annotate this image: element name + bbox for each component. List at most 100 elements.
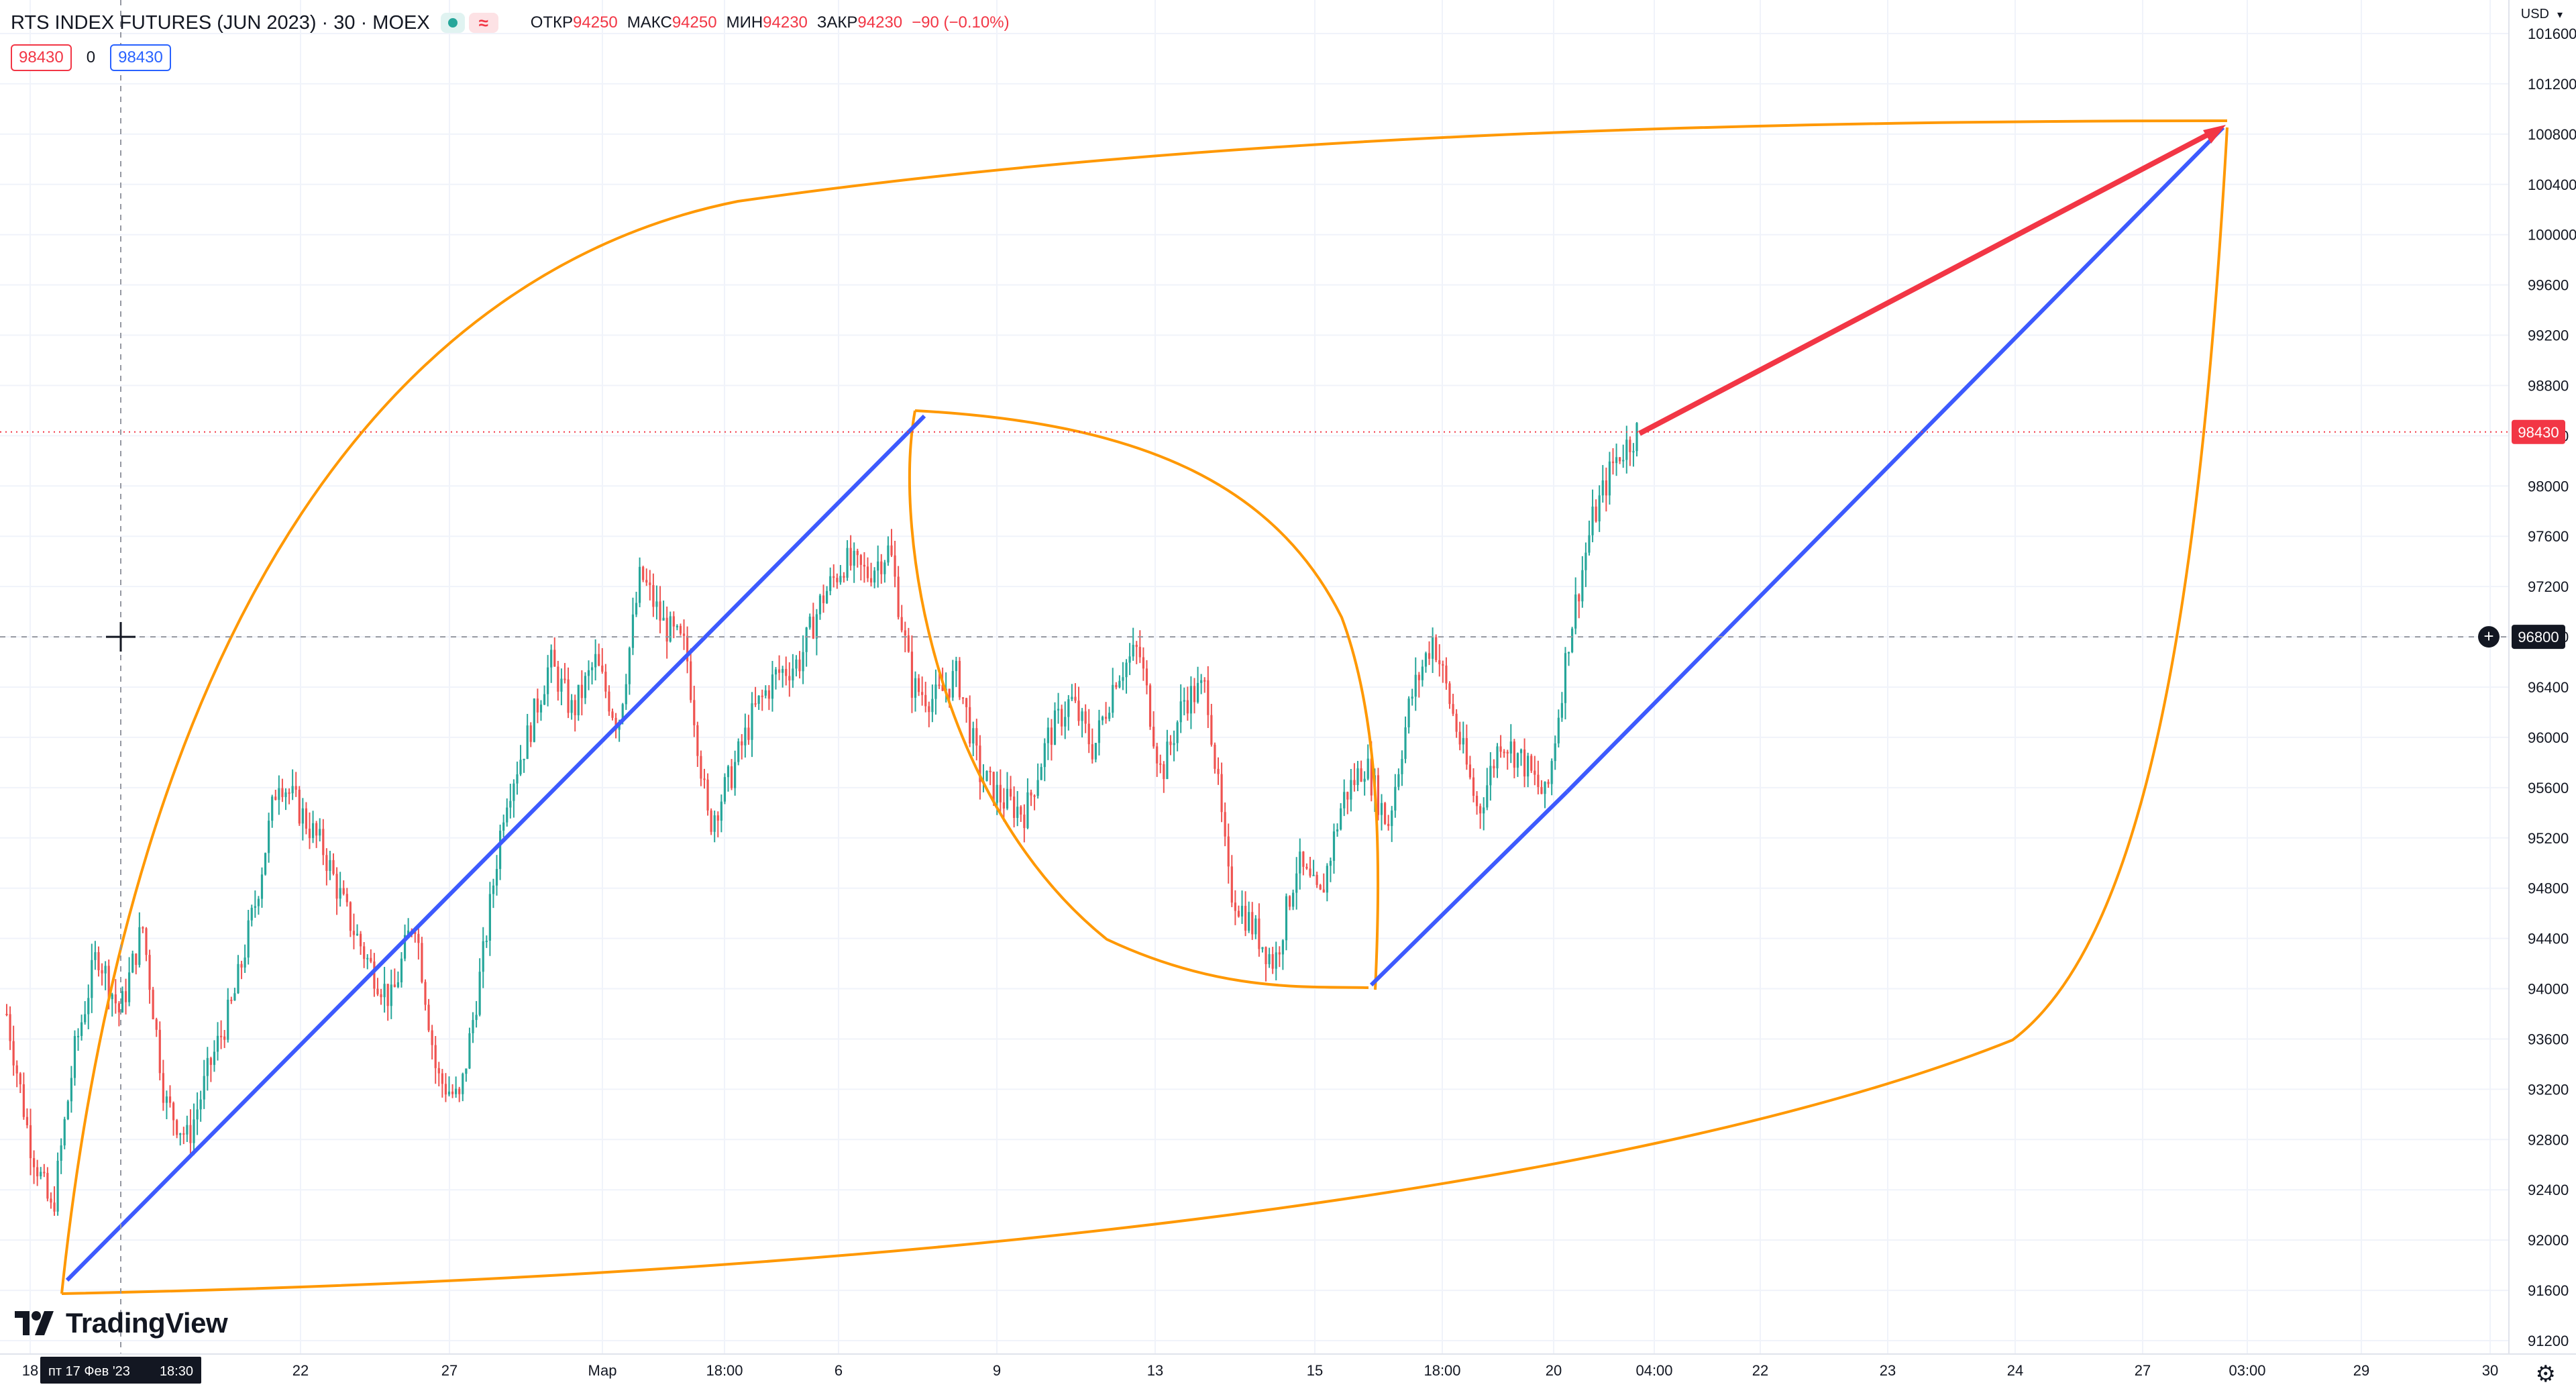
candle-body <box>189 1125 192 1143</box>
candle-body <box>1465 738 1468 765</box>
candle-body <box>883 562 886 574</box>
price-tick-label: 94000 <box>2528 981 2569 998</box>
candle-body <box>417 933 420 943</box>
candle-body <box>1468 764 1472 778</box>
candle-body <box>117 1003 121 1013</box>
time-tick-label: 29 <box>2353 1362 2369 1379</box>
candle-body <box>332 860 335 874</box>
candle-body <box>1601 480 1604 496</box>
candle-body <box>390 984 392 1006</box>
candle-body <box>1581 570 1584 602</box>
price-tick-label: 93600 <box>2528 1031 2569 1047</box>
drawings[interactable] <box>0 119 2509 1295</box>
candle-body <box>1210 715 1213 745</box>
candle-body <box>519 760 522 775</box>
market-status-badge[interactable] <box>440 13 465 33</box>
candle-body <box>53 1202 56 1212</box>
candle-body <box>767 690 770 699</box>
tradingview-logo[interactable]: TradingView <box>15 1307 228 1339</box>
candle-body <box>186 1125 189 1135</box>
candle-body <box>1053 710 1057 745</box>
curve-drawing[interactable] <box>60 119 2228 1294</box>
candle-body <box>227 999 229 1040</box>
candle-body <box>271 796 274 821</box>
candle-body <box>216 1035 219 1052</box>
candle-body <box>22 1084 25 1117</box>
candle-body <box>1499 746 1502 752</box>
candle-body <box>1608 461 1611 496</box>
candle-body <box>298 790 301 824</box>
candle-body <box>961 697 965 699</box>
candle-body <box>1455 713 1458 732</box>
price-axis[interactable]: 91200 91600 92000 92400 92800 93200 93600 94000… <box>2478 25 2576 1349</box>
price-tick-label: 95200 <box>2528 830 2569 847</box>
candle-body <box>84 1014 87 1023</box>
candle-body <box>1319 884 1322 890</box>
candle-body <box>1489 766 1492 786</box>
gear-icon[interactable]: ⚙ <box>2535 1361 2556 1387</box>
candle-body <box>771 674 774 699</box>
candle-body <box>230 999 233 1001</box>
candle-body <box>1148 685 1152 727</box>
candle-body <box>590 667 594 670</box>
sell-button[interactable]: 98430 <box>11 44 72 71</box>
candle-body <box>1326 866 1328 893</box>
candle-body <box>1366 758 1369 779</box>
candle-body <box>547 667 549 694</box>
delayed-data-badge[interactable]: ≈ <box>468 13 498 33</box>
candle-body <box>434 1045 437 1068</box>
candle-body <box>1224 812 1226 837</box>
high-value: 94250 <box>672 13 717 32</box>
time-tick-label: 24 <box>2007 1362 2023 1379</box>
candle-body <box>818 595 822 615</box>
trend-line[interactable] <box>65 414 926 1282</box>
candle-body <box>339 888 341 899</box>
arrow-head[interactable] <box>2203 125 2226 144</box>
candle-body <box>1046 727 1049 743</box>
symbol-title[interactable]: RTS INDEX FUTURES (JUN 2023) · 30 · MOEX <box>11 11 430 34</box>
trend-line[interactable] <box>1369 790 1569 987</box>
curve-drawing[interactable] <box>914 409 1380 990</box>
candle-body <box>199 1099 202 1110</box>
curve-drawing[interactable] <box>908 410 1369 989</box>
candle-body <box>1622 460 1625 462</box>
candle-body <box>938 684 941 686</box>
candle-body <box>662 617 665 621</box>
candle-body <box>1496 746 1499 769</box>
candle-body <box>482 941 484 972</box>
time-tick-label: 15 <box>1307 1362 1323 1379</box>
candle-body <box>1428 653 1431 659</box>
buy-button[interactable]: 98430 <box>110 44 171 71</box>
candle-body <box>1061 709 1063 727</box>
candle-body <box>281 788 284 797</box>
candle-body <box>969 707 971 744</box>
candle-body <box>19 1073 21 1084</box>
candle-body <box>396 982 400 988</box>
candle-body <box>1380 802 1383 815</box>
trade-buttons: 98430 0 98430 <box>11 43 171 72</box>
arrow-line[interactable] <box>1638 129 2215 436</box>
candle-body <box>533 698 535 742</box>
candle-body <box>516 774 519 784</box>
currency-selector[interactable]: USD <box>2520 7 2549 21</box>
candle-body <box>1087 723 1090 745</box>
candle-body <box>628 647 631 684</box>
candle-body <box>502 822 505 831</box>
candle-body <box>257 898 260 906</box>
curve-drawing[interactable] <box>61 127 2229 1295</box>
candle-body <box>437 1068 440 1074</box>
candle-body <box>669 616 672 642</box>
candle-body <box>247 920 250 958</box>
trend-line[interactable] <box>1565 125 2225 794</box>
add-alert-icon[interactable] <box>2478 626 2500 648</box>
candle-body <box>1084 711 1087 724</box>
candle-body <box>1356 768 1359 785</box>
candle-body <box>604 672 607 692</box>
candle-body <box>101 970 103 974</box>
time-axis[interactable]: 18 22 27 Мар 18:00 6 9 13 15 18:00 20 04:00 22 23 24 27… <box>22 1357 2498 1384</box>
candle-body <box>104 966 107 974</box>
time-tick-label: 13 <box>1147 1362 1163 1379</box>
candle-body <box>444 1084 447 1095</box>
